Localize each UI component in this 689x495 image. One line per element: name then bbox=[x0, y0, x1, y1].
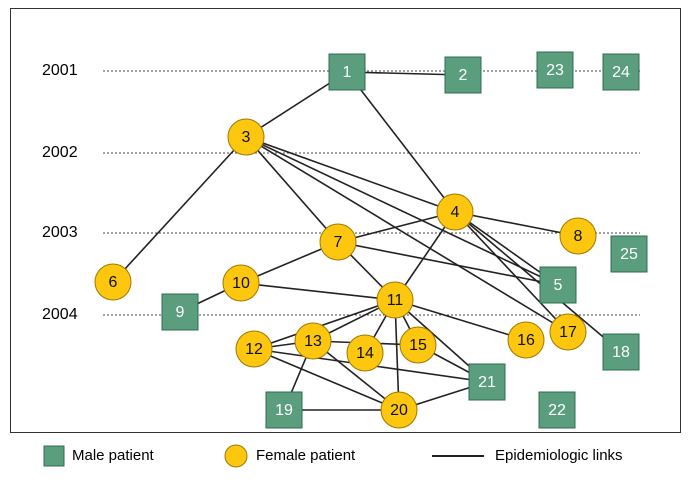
link bbox=[337, 241, 559, 286]
male-node bbox=[602, 333, 640, 371]
link bbox=[253, 348, 400, 411]
link bbox=[346, 71, 456, 213]
male-node bbox=[610, 235, 648, 273]
node-label: 16 bbox=[517, 332, 535, 349]
link bbox=[245, 136, 569, 333]
link bbox=[454, 211, 579, 237]
year-label: 2004 bbox=[42, 306, 78, 323]
node-label: 5 bbox=[554, 277, 563, 294]
node-label: 6 bbox=[109, 274, 118, 291]
legend-label: Female patient bbox=[256, 447, 356, 464]
link bbox=[240, 282, 396, 301]
female-node bbox=[346, 334, 384, 372]
female-node bbox=[507, 321, 545, 359]
legend-square bbox=[43, 445, 65, 467]
link bbox=[112, 136, 247, 283]
link bbox=[454, 211, 569, 333]
node-label: 3 bbox=[242, 129, 251, 146]
female-node bbox=[294, 322, 332, 360]
female-node bbox=[319, 223, 357, 261]
male-node bbox=[602, 53, 640, 91]
male-node bbox=[536, 51, 574, 89]
female-node bbox=[380, 391, 418, 429]
female-node bbox=[559, 217, 597, 255]
node-label: 7 bbox=[334, 234, 343, 251]
link bbox=[253, 299, 396, 350]
male-node bbox=[538, 391, 576, 429]
female-node bbox=[549, 313, 587, 351]
link bbox=[245, 136, 339, 243]
year-label: 2001 bbox=[42, 62, 78, 79]
male-node bbox=[444, 56, 482, 94]
node-label: 13 bbox=[304, 333, 322, 350]
male-node bbox=[161, 293, 199, 331]
male-node bbox=[265, 391, 303, 429]
node-label: 12 bbox=[245, 341, 263, 358]
link bbox=[346, 71, 464, 76]
link bbox=[245, 136, 456, 213]
node-label: 18 bbox=[612, 344, 630, 361]
node-label: 15 bbox=[409, 337, 427, 354]
female-node bbox=[227, 118, 265, 156]
link bbox=[394, 299, 527, 341]
node-label: 21 bbox=[478, 374, 496, 391]
female-node bbox=[436, 193, 474, 231]
female-node bbox=[222, 264, 260, 302]
year-label: 2002 bbox=[42, 144, 78, 161]
node-label: 10 bbox=[232, 275, 250, 292]
node-label: 19 bbox=[275, 402, 293, 419]
male-node bbox=[468, 363, 506, 401]
legend-circle bbox=[224, 444, 248, 468]
node-label: 11 bbox=[387, 292, 404, 309]
link bbox=[337, 211, 456, 243]
node-label: 17 bbox=[559, 324, 577, 341]
node-label: 4 bbox=[451, 204, 460, 221]
legend-label: Epidemiologic links bbox=[495, 447, 623, 464]
node-label: 25 bbox=[620, 246, 638, 263]
node-label: 14 bbox=[356, 345, 374, 362]
link bbox=[454, 211, 622, 353]
link bbox=[245, 136, 559, 286]
node-label: 1 bbox=[343, 64, 352, 81]
node-label: 2 bbox=[459, 67, 468, 84]
female-node bbox=[399, 326, 437, 364]
node-label: 9 bbox=[176, 304, 185, 321]
female-node bbox=[235, 330, 273, 368]
male-node bbox=[539, 266, 577, 304]
node-label: 20 bbox=[390, 402, 408, 419]
female-node bbox=[376, 281, 414, 319]
node-label: 23 bbox=[546, 62, 564, 79]
year-label: 2003 bbox=[42, 224, 78, 241]
female-node bbox=[94, 263, 132, 301]
node-label: 8 bbox=[574, 228, 583, 245]
male-node bbox=[328, 53, 366, 91]
node-label: 22 bbox=[548, 402, 566, 419]
node-label: 24 bbox=[612, 64, 630, 81]
legend-label: Male patient bbox=[72, 447, 155, 464]
